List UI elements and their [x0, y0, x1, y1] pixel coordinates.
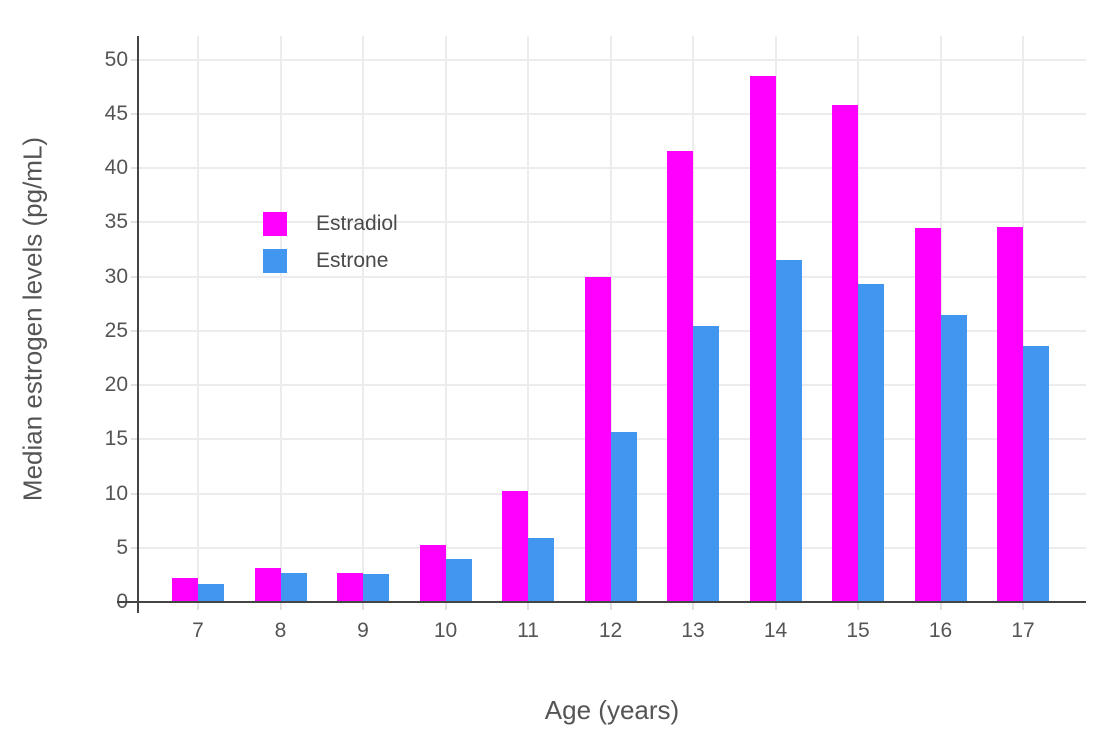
x-gridline [362, 36, 364, 602]
x-tick-label: 14 [763, 619, 788, 642]
x-tick-label: 12 [598, 619, 623, 642]
x-gridline [197, 36, 199, 602]
bar-estrone-16[interactable] [940, 314, 967, 602]
bar-estrone-12[interactable] [610, 431, 637, 602]
legend-item-estradiol[interactable]: Estradiol [263, 212, 398, 236]
legend: Estradiol Estrone [263, 212, 398, 286]
bar-estrone-15[interactable] [858, 284, 884, 602]
y-axis-line [137, 36, 139, 613]
x-tick-label: 9 [357, 619, 369, 642]
bar-estrone-10[interactable] [445, 558, 472, 602]
y-tick [131, 492, 138, 495]
y-tick [131, 438, 138, 441]
y-tick-label: 5 [116, 535, 128, 559]
bar-estradiol-9[interactable] [337, 572, 363, 602]
bar-estrone-17[interactable] [1023, 346, 1049, 602]
y-tick [131, 167, 138, 170]
bar-estradiol-7[interactable] [172, 578, 198, 602]
y-tick-label: 10 [104, 481, 128, 505]
y-tick [131, 113, 138, 116]
legend-label-estrone: Estrone [316, 249, 389, 272]
bar-estradiol-16[interactable] [914, 227, 941, 602]
y-tick [131, 275, 138, 278]
x-gridline [279, 36, 282, 602]
x-tick-label: 15 [846, 619, 870, 642]
x-tick [279, 603, 282, 610]
y-gridline [138, 275, 1086, 278]
y-tick-label: 40 [104, 156, 128, 180]
x-gridline [444, 36, 447, 602]
y-tick-label: 20 [104, 373, 128, 397]
legend-swatch-estradiol-icon [263, 212, 287, 236]
x-gridline [1022, 36, 1024, 602]
x-tick-label: 17 [1011, 619, 1035, 642]
y-axis-title: Median estrogen levels (pg/mL) [17, 136, 48, 502]
bar-estradiol-14[interactable] [749, 76, 776, 602]
bar-estrone-8[interactable] [280, 572, 307, 602]
x-tick [197, 603, 199, 610]
x-tick-label: 8 [274, 619, 287, 642]
bar-estradiol-17[interactable] [997, 226, 1023, 602]
x-tick [527, 603, 529, 610]
y-tick-label: 45 [104, 102, 128, 126]
legend-item-estrone[interactable]: Estrone [263, 249, 398, 273]
x-tick [1022, 603, 1024, 610]
y-tick-label: 50 [104, 47, 128, 71]
y-gridline [138, 329, 1086, 332]
y-tick [131, 384, 138, 387]
x-tick [444, 603, 447, 610]
x-tick-label: 10 [433, 619, 458, 642]
bar-estradiol-15[interactable] [832, 105, 858, 602]
y-tick [131, 58, 138, 61]
bar-estrone-9[interactable] [363, 573, 389, 602]
y-gridline [138, 167, 1086, 170]
x-tick [857, 603, 859, 610]
y-tick [131, 546, 138, 549]
y-tick-label: 30 [104, 264, 128, 288]
y-gridline [138, 113, 1086, 116]
bar-estrone-14[interactable] [775, 260, 802, 602]
y-tick-label: 35 [104, 210, 128, 234]
bar-estradiol-8[interactable] [254, 568, 281, 602]
legend-label-estradiol: Estradiol [316, 212, 398, 235]
bar-estrone-13[interactable] [693, 325, 719, 602]
bar-estradiol-11[interactable] [502, 491, 528, 602]
x-tick [362, 603, 364, 610]
bar-estrone-7[interactable] [198, 583, 224, 602]
bar-estradiol-10[interactable] [419, 544, 446, 602]
y-tick-label: 0 [48, 589, 128, 615]
bar-estradiol-12[interactable] [584, 276, 611, 602]
x-gridline [692, 36, 694, 602]
x-tick [692, 603, 694, 610]
y-zero-tick [117, 601, 138, 603]
legend-swatch-estrone-icon [263, 249, 287, 273]
y-gridline [138, 384, 1086, 387]
x-tick [939, 603, 942, 610]
bar-estradiol-13[interactable] [667, 150, 693, 602]
y-tick [131, 221, 138, 224]
y-gridline [138, 221, 1086, 224]
x-tick [609, 603, 612, 610]
x-tick [774, 603, 777, 610]
x-tick-label: 7 [192, 619, 204, 642]
x-tick-label: 16 [928, 619, 953, 642]
bar-estrone-11[interactable] [528, 538, 554, 602]
y-tick [131, 329, 138, 332]
x-axis-line [137, 601, 1086, 603]
x-tick-label: 13 [681, 619, 705, 642]
y-tick-label: 15 [104, 427, 128, 451]
y-gridline [138, 58, 1086, 61]
x-axis-title: Age (years) [544, 695, 680, 725]
x-gridline [527, 36, 529, 602]
x-tick-label: 11 [517, 619, 539, 642]
x-gridline [609, 36, 612, 602]
y-tick-label: 25 [104, 318, 128, 342]
